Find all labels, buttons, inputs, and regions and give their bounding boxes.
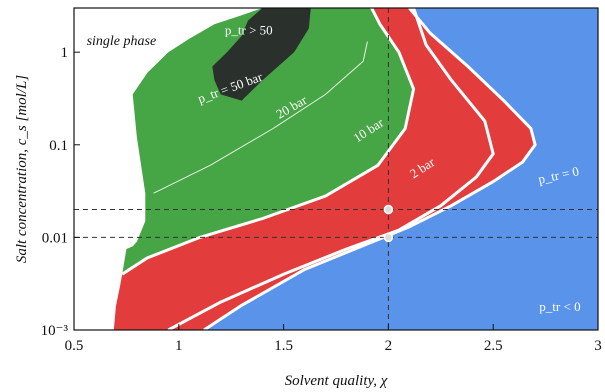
y-tick-label: 0.01 [42,230,68,246]
data-point-marker [383,204,394,215]
region-high-pressure [212,8,311,101]
y-tick-label: 1 [61,45,69,61]
y-tick-label: 0.1 [49,138,68,154]
contour-2-bar [167,8,495,330]
x-tick-label: 2.5 [484,338,503,354]
x-tick-label: 0.5 [65,338,84,354]
x-tick-label: 3 [594,338,602,354]
contour-10-bar [121,8,416,276]
x-tick-label: 1.5 [274,338,293,354]
plot-frame [73,7,599,331]
region-low-pressure [113,8,536,330]
region-medium-pressure [122,8,414,275]
annotation-p-above-50: p_tr > 50 [225,23,273,38]
y-axis: 10⁻³ 0.01 0.1 1 [41,45,80,339]
region-negative-pressure [204,8,598,330]
x-axis-title: Solvent quality, χ [285,373,388,389]
contour-p-zero [203,8,537,330]
y-axis-title: Salt concentration, c_s [mol/L] [14,75,30,263]
x-axis: 0.5 1 1.5 2 2.5 3 [65,324,602,354]
data-point-marker [383,232,394,243]
y-tick-label: 10⁻³ [41,323,69,339]
x-tick-label: 2 [385,338,393,354]
annotation-single-phase: single phase [87,34,157,49]
contour-20-bar [153,41,368,194]
plot-area [74,8,598,330]
annotation-p-negative: p_tr < 0 [539,299,580,314]
x-tick-label: 1 [175,338,183,354]
